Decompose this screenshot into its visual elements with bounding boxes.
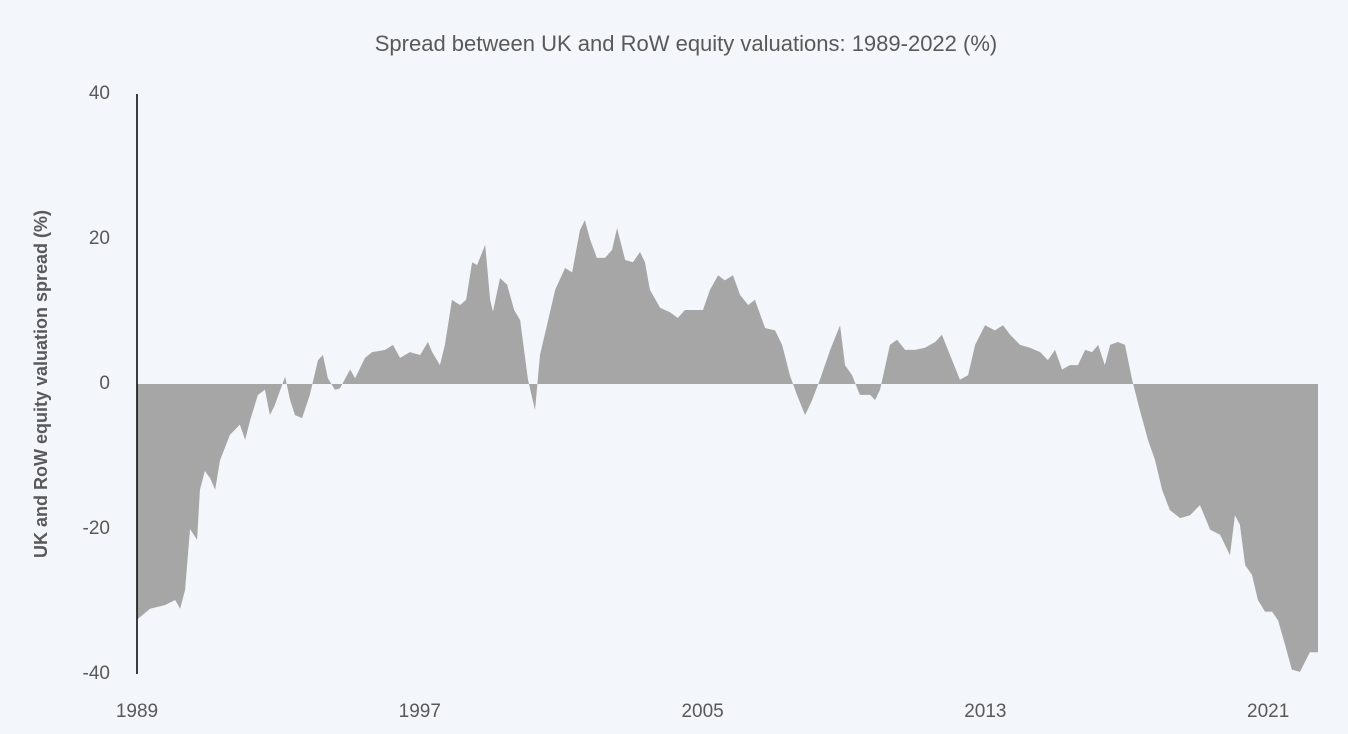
y-tick-label: -40 xyxy=(83,663,110,684)
x-tick-label: 2013 xyxy=(964,701,1006,722)
x-tick-label: 2021 xyxy=(1247,701,1289,722)
x-tick-label: 1989 xyxy=(116,701,158,722)
y-tick-label: 40 xyxy=(89,83,110,104)
y-tick-label: -20 xyxy=(83,518,110,539)
area xyxy=(137,220,1318,672)
y-tick-label: 0 xyxy=(99,373,110,394)
x-tick-label: 2005 xyxy=(681,701,723,722)
chart-title: Spread between UK and RoW equity valuati… xyxy=(375,31,997,56)
y-axis-label: UK and RoW equity valuation spread (%) xyxy=(31,210,51,558)
y-tick-label: 20 xyxy=(89,228,110,249)
x-tick-label: 1997 xyxy=(399,701,441,722)
